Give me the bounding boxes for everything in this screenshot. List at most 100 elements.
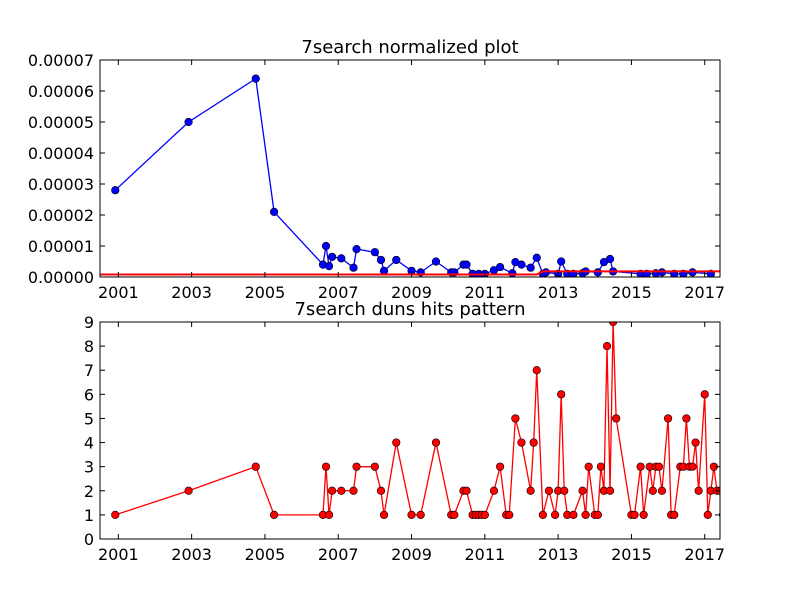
duns-hits-data-point	[349, 486, 358, 495]
duns-hits-data-point	[450, 510, 459, 519]
duns-hits-x-tick-label: 2003	[171, 545, 212, 564]
duns-hits-data-point	[379, 510, 389, 519]
normalized-plot-data-point	[370, 248, 379, 257]
duns-hits-data-point	[682, 414, 691, 423]
normalized-plot-data-point	[352, 245, 361, 254]
normalized-plot-x-tick-label: 2007	[318, 283, 359, 302]
duns-hits-data-point	[569, 510, 578, 519]
duns-hits-data-point	[407, 510, 416, 519]
normalized-plot-data-point	[508, 269, 517, 277]
normalized-plot-data-point	[526, 263, 535, 272]
duns-hits-data-point	[596, 462, 605, 471]
normalized-plot-y-tick-label: 0.00002	[28, 206, 94, 225]
duns-hits-y-tick-label: 7	[84, 361, 94, 380]
normalized-plot-x-tick-label: 2001	[98, 283, 139, 302]
duns-hits-data-point	[602, 342, 612, 351]
duns-hits-chart: 2001 2003 2005 2007 2009 2011 2013 2015 2017 0 1 2 3…	[84, 299, 725, 564]
duns-hits-data-point	[489, 486, 499, 495]
normalized-plot-data-point	[392, 255, 401, 265]
normalized-plot-x-tick-label: 2013	[538, 283, 579, 302]
duns-hits-data-point	[654, 462, 664, 471]
duns-hits-data-point	[251, 462, 260, 471]
duns-hits-x-tick-label: 2013	[538, 545, 579, 564]
normalized-plot-y-tick-label: 0.00003	[28, 175, 94, 194]
normalized-plot-data-point	[328, 252, 337, 261]
duns-hits-data-point	[605, 486, 615, 495]
duns-hits-data-point	[328, 486, 337, 495]
duns-hits-axes-frame	[99, 321, 721, 540]
duns-hits-data-point	[557, 390, 566, 399]
normalized-plot-title: 7search normalized plot	[301, 37, 518, 58]
duns-hits-data-point	[376, 486, 386, 495]
normalized-plot-x-tick-label: 2005	[245, 283, 286, 302]
duns-hits-data-point	[688, 462, 697, 471]
duns-hits-data-point	[496, 462, 505, 471]
duns-hits-y-tick-label: 1	[84, 506, 94, 525]
duns-hits-x-tick-label: 2017	[684, 545, 725, 564]
normalized-plot-data-point	[337, 254, 346, 263]
normalized-plot-data-point	[269, 207, 279, 216]
duns-hits-data-point	[700, 390, 709, 399]
duns-hits-y-tick-label: 9	[84, 313, 94, 332]
duns-hits-data-point	[648, 486, 657, 495]
normalized-plot-x-tick-label: 2015	[611, 283, 652, 302]
duns-hits-x-tick-label: 2007	[318, 545, 359, 564]
duns-hits-plot-area	[111, 322, 720, 519]
normalized-plot-chart: 2001 2003 2005 2007 2009 2011 2013 2015 2017 0.00…	[28, 37, 725, 302]
normalized-plot-x-tick-label: 2017	[684, 283, 725, 302]
duns-hits-data-point	[462, 486, 471, 495]
normalized-plot-data-point	[321, 241, 331, 251]
normalized-plot-data-point	[184, 117, 193, 127]
duns-hits-data-point	[480, 510, 489, 519]
normalized-plot-x-tick-label: 2003	[171, 283, 212, 302]
duns-hits-data-point	[612, 414, 621, 423]
duns-hits-data-point	[416, 510, 425, 519]
duns-hits-data-point	[657, 486, 667, 495]
normalized-plot-data-point	[431, 257, 441, 266]
normalized-plot-data-point	[111, 186, 120, 195]
duns-hits-x-tick-label: 2005	[245, 545, 286, 564]
normalized-plot-axes-frame	[99, 59, 721, 278]
duns-hits-x-tick-label: 2001	[98, 545, 139, 564]
normalized-plot-y-tick-label: 0.00006	[28, 82, 94, 101]
duns-hits-data-point	[352, 462, 361, 471]
duns-hits-data-point	[517, 438, 526, 447]
duns-hits-data-point	[370, 462, 379, 471]
duns-hits-y-tick-label: 2	[84, 482, 94, 501]
duns-hits-y-tick-label: 5	[84, 409, 94, 428]
duns-hits-title: 7search duns hits pattern	[294, 299, 525, 320]
normalized-plot-data-point	[379, 266, 389, 275]
duns-hits-y-tick-label: 6	[84, 385, 94, 404]
normalized-plot-y-tick-label: 0.00005	[28, 113, 94, 132]
duns-hits-data-point	[578, 486, 587, 495]
duns-hits-data-point	[593, 510, 602, 519]
duns-hits-series-line	[115, 322, 720, 516]
duns-hits-data-point	[532, 366, 541, 375]
normalized-plot-x-tick-label: 2009	[391, 283, 432, 302]
duns-hits-y-tick-label: 0	[84, 530, 94, 549]
duns-hits-data-point	[544, 486, 554, 495]
duns-hits-data-point	[694, 486, 703, 495]
duns-hits-data-point	[111, 510, 120, 519]
normalized-plot-y-tick-label: 0.00004	[28, 144, 94, 163]
duns-hits-data-point	[431, 438, 441, 447]
normalized-plot-data-point	[376, 255, 386, 265]
duns-hits-x-tick-label: 2009	[391, 545, 432, 564]
normalized-plot-data-point	[605, 254, 615, 264]
duns-hits-data-point	[321, 462, 331, 471]
duns-hits-data-point	[538, 510, 547, 519]
duns-hits-x-tick-label: 2015	[611, 545, 652, 564]
duns-hits-data-point	[581, 510, 590, 519]
duns-hits-data-point	[584, 462, 593, 471]
duns-hits-data-point	[560, 486, 569, 495]
duns-hits-data-point	[184, 486, 193, 495]
duns-hits-data-point	[550, 510, 560, 519]
duns-hits-data-point	[505, 510, 514, 519]
duns-hits-data-point	[337, 486, 346, 495]
duns-hits-data-point	[269, 510, 279, 519]
normalized-plot-data-point	[557, 257, 566, 266]
duns-hits-y-tick-label: 3	[84, 458, 94, 477]
duns-hits-data-point	[324, 510, 334, 519]
duns-hits-y-tick-label: 8	[84, 337, 94, 356]
